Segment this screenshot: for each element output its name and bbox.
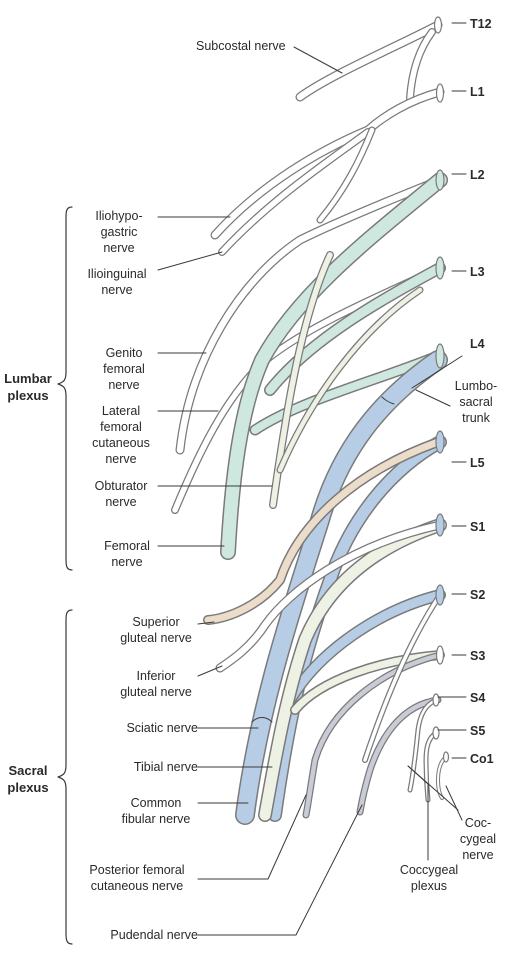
label-iliohypogastric-line-2: gastric [100, 225, 138, 239]
pudendal-nerve-paths [302, 592, 444, 819]
label-ilioinguinal-line-2: nerve [101, 283, 133, 297]
label-inferior-gluteal-line-1: Inferior [136, 669, 176, 683]
label-common-fibular-line-1: Common [130, 796, 182, 810]
label-coccygeal-line-2: cygeal [459, 832, 497, 846]
label-femoral-line-2: nerve [111, 555, 143, 569]
label-pudendal-nerve: Pudendal nerve [110, 928, 198, 942]
segment-s5: S5 [470, 724, 485, 738]
segment-l1: L1 [470, 85, 485, 99]
label-genitofemoral-line-2: femoral [103, 362, 145, 376]
label-coccygeal-nerve: Coc- cygeal nerve [452, 815, 504, 863]
l1-branches [210, 87, 445, 256]
sacral-plexus-line-2: plexus [7, 780, 49, 795]
segment-t12: T12 [470, 17, 492, 31]
label-coccygeal-plexus-line-2: plexus [410, 879, 448, 893]
lumbar-plexus-line-1: Lumbar [4, 371, 52, 386]
lumbar-plexus-line-2: plexus [7, 388, 49, 403]
label-iliohypogastric-line-1: Iliohypo- [95, 209, 143, 223]
gluteal-nerve-paths [203, 437, 445, 673]
label-coccygeal-line-1: Coc- [464, 816, 492, 830]
label-superior-gluteal-nerve: Superior gluteal nerve [114, 614, 198, 646]
label-superior-gluteal-line-1: Superior [132, 615, 180, 629]
obturator-nerve-path [269, 251, 424, 509]
trunk-marks [251, 396, 395, 723]
label-inferior-gluteal-line-2: gluteal nerve [120, 685, 192, 699]
label-subcostal-nerve: Subcostal nerve [196, 39, 286, 53]
segment-l2: L2 [470, 168, 485, 182]
label-iliohypogastric-line-3: nerve [103, 241, 135, 255]
segment-l3: L3 [470, 265, 485, 279]
lumbar-plexus-brace [57, 206, 73, 571]
label-coccygeal-plexus-line-1: Coccygeal [399, 863, 459, 877]
label-ilioinguinal-nerve: Ilioinguinal nerve [76, 266, 158, 298]
segment-s3: S3 [470, 649, 485, 663]
label-genitofemoral-line-1: Genito [105, 346, 143, 360]
label-posterior-femoral-cutaneous-nerve: Posterior femoral cutaneous nerve [76, 862, 198, 894]
segment-s1: S1 [470, 520, 485, 534]
label-common-fibular-nerve: Common fibular nerve [114, 795, 198, 827]
label-sciatic-nerve: Sciatic nerve [126, 721, 198, 735]
root-ends [432, 16, 450, 763]
sacral-plexus-label: Sacral plexus [2, 762, 54, 796]
segment-l4: L4 [470, 337, 485, 351]
label-tibial-nerve: Tibial nerve [133, 760, 198, 774]
lumbar-plexus-label: Lumbar plexus [2, 370, 54, 404]
label-lfc-line-2: femoral [100, 420, 142, 434]
label-pfc-line-2: cutaneous nerve [90, 879, 184, 893]
label-coccygeal-line-3: nerve [462, 848, 494, 862]
label-lumbosacral-line-3: trunk [462, 411, 490, 425]
sacral-plexus-brace [57, 609, 73, 945]
label-superior-gluteal-line-2: gluteal nerve [120, 631, 192, 645]
label-femoral-line-1: Femoral [104, 539, 150, 553]
label-lumbosacral-line-1: Lumbo- [454, 379, 498, 393]
leader-lines [157, 22, 467, 936]
label-lumbosacral-trunk: Lumbo- sacral trunk [446, 378, 506, 426]
label-coccygeal-plexus: Coccygeal plexus [390, 862, 468, 894]
label-pfc-line-1: Posterior femoral [89, 863, 185, 877]
genitofemoral-nerve-path [175, 175, 445, 455]
label-obturator-nerve: Obturator nerve [84, 478, 158, 510]
label-femoral-nerve: Femoral nerve [96, 538, 158, 570]
label-inferior-gluteal-nerve: Inferior gluteal nerve [114, 668, 198, 700]
label-lateral-femoral-cutaneous-nerve: Lateral femoral cutaneous nerve [84, 403, 158, 467]
subcostal-nerve [295, 20, 443, 102]
label-lfc-line-3: cutaneous [92, 436, 150, 450]
label-obturator-line-1: Obturator [94, 479, 148, 493]
sacral-plexus-line-1: Sacral [8, 763, 48, 778]
sciatic-nerve-path [235, 350, 448, 825]
label-common-fibular-line-2: fibular nerve [121, 812, 191, 826]
segment-s4: S4 [470, 691, 485, 705]
segment-s2: S2 [470, 588, 485, 602]
label-lfc-line-1: Lateral [101, 404, 141, 418]
label-ilioinguinal-line-1: Ilioinguinal [87, 267, 147, 281]
tibial-nerve-path [258, 518, 447, 822]
segment-l5: L5 [470, 456, 485, 470]
label-iliohypogastric-nerve: Iliohypo- gastric nerve [80, 208, 158, 256]
label-genitofemoral-nerve: Genito femoral nerve [90, 345, 158, 393]
segment-co1: Co1 [470, 752, 494, 766]
segment-labels: T12 L1 L2 L3 L4 L5 S1 S2 S3 S4 S5 Co1 [470, 17, 494, 766]
label-lfc-line-4: nerve [105, 452, 137, 466]
label-lumbosacral-line-2: sacral [459, 395, 493, 409]
label-genitofemoral-line-3: nerve [108, 378, 140, 392]
label-obturator-line-2: nerve [105, 495, 137, 509]
